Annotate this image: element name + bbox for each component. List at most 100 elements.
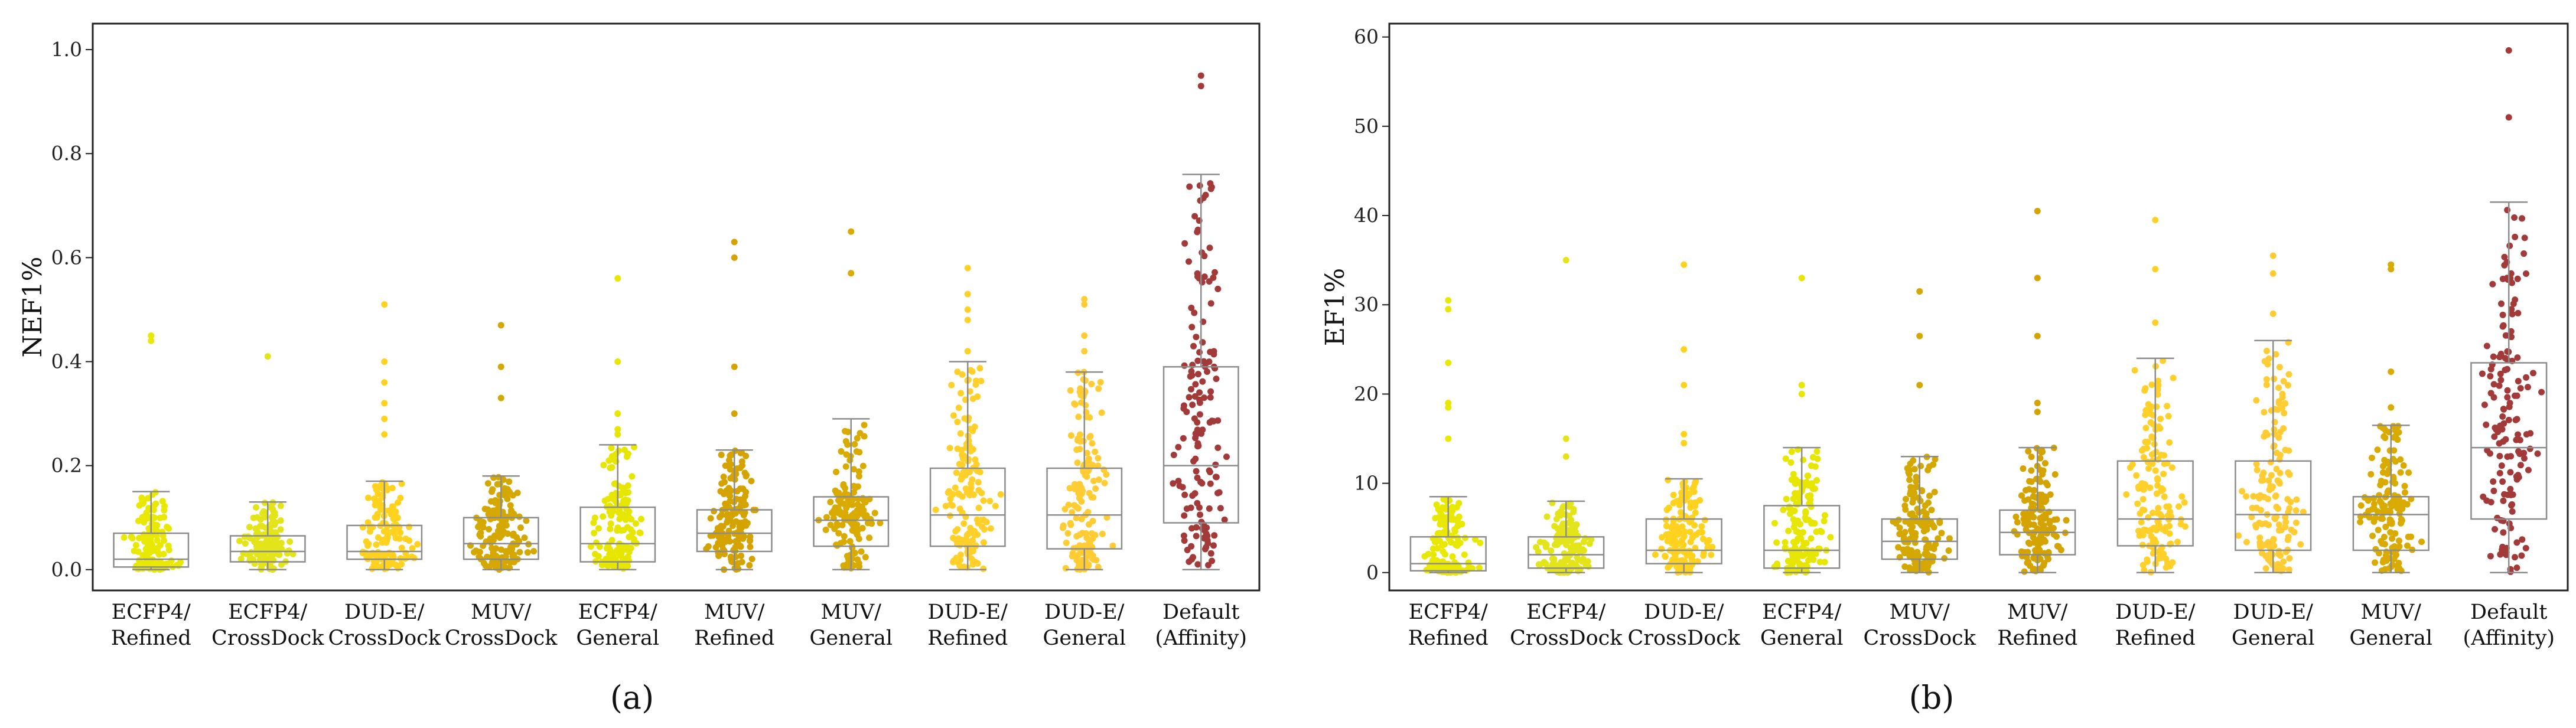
panel-a-swarm-point bbox=[619, 545, 626, 552]
panel-a-swarm-point bbox=[1197, 511, 1204, 518]
panel-a-swarm-point bbox=[1199, 480, 1206, 487]
panel-a-swarm-point bbox=[728, 451, 735, 458]
panel-b-swarm-point bbox=[1695, 529, 1702, 536]
panel-a-swarm-point bbox=[969, 476, 976, 483]
panel-a-swarm-point bbox=[1201, 253, 1208, 260]
panel-a-swarm-point bbox=[871, 510, 878, 517]
panel-b-swarm-point bbox=[2520, 250, 2528, 257]
panel-b-swarm-point bbox=[2519, 536, 2526, 543]
panel-b-swarm-point bbox=[2388, 261, 2395, 268]
panel-a-swarm-point bbox=[1196, 396, 1203, 403]
panel-b-y-tick-label: 0 bbox=[1366, 561, 1379, 584]
panel-b-swarm-point bbox=[1798, 390, 1805, 397]
panel-b-swarm-point bbox=[1441, 541, 1448, 548]
panel-a-category-label: DUD-E/ bbox=[928, 600, 1008, 624]
panel-b-swarm-point bbox=[2030, 521, 2037, 528]
panel-a-swarm-point bbox=[981, 526, 988, 533]
panel-b-swarm-point bbox=[1799, 529, 1806, 536]
panel-b-swarm-point bbox=[1681, 261, 1688, 268]
panel-a-swarm-point bbox=[1181, 362, 1188, 369]
panel-b-swarm-point bbox=[2396, 543, 2403, 550]
panel-a-swarm-point bbox=[486, 525, 493, 533]
panel-b-swarm-point bbox=[1678, 489, 1685, 497]
panel-b-category-label: MUV/ bbox=[2007, 600, 2068, 624]
panel-b-swarm-point bbox=[1807, 501, 1814, 508]
panel-a-swarm-point bbox=[390, 508, 397, 515]
panel-b-swarm-point bbox=[2496, 469, 2503, 476]
panel-a-swarm-point bbox=[1181, 491, 1188, 498]
panel-b-swarm-point bbox=[2161, 452, 2168, 459]
panel-a-swarm-point bbox=[603, 561, 610, 569]
panel-b-swarm-point bbox=[1813, 448, 1821, 455]
panel-a-swarm-point bbox=[959, 493, 966, 500]
panel-a-swarm-point bbox=[616, 515, 623, 523]
panel-b-swarm-point bbox=[2269, 270, 2277, 277]
panel-a-swarm-point bbox=[160, 551, 167, 558]
panel-a-swarm-point bbox=[703, 546, 710, 553]
panel-a-swarm-point bbox=[1083, 449, 1090, 456]
panel-b-swarm-point bbox=[2395, 423, 2402, 430]
panel-b-swarm-point bbox=[1548, 547, 1555, 554]
panel-b-swarm-point bbox=[2276, 364, 2283, 371]
panel-b-swarm-point bbox=[1686, 491, 1693, 498]
panel-b-swarm-point bbox=[1692, 478, 1699, 485]
panel-a-y-tick-label: 1.0 bbox=[51, 38, 82, 61]
panel-b-swarm-point bbox=[1790, 552, 1797, 559]
panel-b-swarm-point bbox=[2039, 471, 2046, 478]
panel-b-swarm-point bbox=[1532, 544, 1539, 551]
panel-b-swarm-point bbox=[2529, 370, 2536, 377]
panel-b-swarm-point bbox=[2170, 374, 2177, 381]
panel-b-swarm-point bbox=[1683, 552, 1691, 559]
panel-a-swarm-point bbox=[607, 464, 614, 471]
panel-b-swarm-point bbox=[2374, 446, 2381, 453]
panel-a-swarm-point bbox=[844, 429, 851, 436]
panel-b-swarm-point bbox=[2030, 501, 2037, 508]
panel-b-swarm-point bbox=[2513, 436, 2520, 443]
panel-a-swarm-point bbox=[1181, 537, 1188, 544]
panel-a-swarm-point bbox=[1189, 401, 1196, 409]
panel-b-swarm-point bbox=[1902, 518, 1909, 525]
panel-a-swarm-point bbox=[1071, 502, 1078, 509]
panel-b-swarm-point bbox=[2506, 242, 2513, 249]
panel-a-category-label: MUV/ bbox=[471, 600, 532, 624]
panel-b-swarm-point bbox=[2157, 415, 2164, 422]
panel-b-swarm-point bbox=[1449, 553, 1456, 560]
panel-a-swarm-point bbox=[954, 368, 961, 376]
panel-b-swarm-point bbox=[1580, 538, 1587, 546]
panel-b-swarm-point bbox=[2152, 266, 2159, 273]
panel-b-swarm-point bbox=[2401, 489, 2408, 496]
panel-a-swarm-point bbox=[1088, 494, 1095, 501]
panel-a-swarm-point bbox=[131, 547, 138, 554]
panel-b-swarm-point bbox=[1906, 548, 1913, 555]
panel-a-swarm-point bbox=[1170, 480, 1177, 487]
panel-b-swarm-point bbox=[1913, 484, 1920, 491]
panel-b-swarm-point bbox=[2133, 472, 2140, 479]
panel-b-swarm-point bbox=[1800, 456, 1807, 463]
panel-b-swarm-point bbox=[2514, 354, 2521, 361]
panel-a-swarm-point bbox=[1192, 455, 1199, 462]
panel-a-swarm-point bbox=[715, 549, 722, 556]
panel-b-swarm-point bbox=[1821, 559, 1828, 566]
panel-b-swarm-point bbox=[2380, 533, 2388, 540]
panel-b-swarm-point bbox=[1787, 459, 1795, 466]
panel-a-swarm-point bbox=[718, 480, 725, 487]
panel-a-y-tick-label: 0.4 bbox=[51, 350, 82, 373]
panel-a-swarm-point bbox=[1086, 414, 1093, 421]
panel-a-swarm-point bbox=[986, 498, 994, 505]
panel-a-swarm-point bbox=[942, 502, 949, 510]
panel-b-swarm-point bbox=[2269, 252, 2277, 259]
panel-b-swarm-point bbox=[2509, 501, 2516, 508]
panel-b-swarm-point bbox=[1665, 476, 1672, 484]
panel-b-swarm-point bbox=[1681, 381, 1688, 389]
panel-b-swarm-point bbox=[2491, 433, 2498, 440]
panel-a-swarm-point bbox=[848, 228, 855, 235]
panel-b-swarm-point bbox=[1430, 551, 1437, 558]
panel-b-swarm-point bbox=[1787, 510, 1794, 517]
panel-a-swarm-point bbox=[629, 529, 636, 536]
panel-b-swarm-point bbox=[1571, 524, 1578, 531]
panel-a-swarm-point bbox=[392, 561, 399, 569]
panel-b-swarm-point bbox=[1441, 551, 1448, 558]
panel-b-swarm-point bbox=[2025, 448, 2032, 455]
panel-a-swarm-point bbox=[269, 500, 276, 507]
